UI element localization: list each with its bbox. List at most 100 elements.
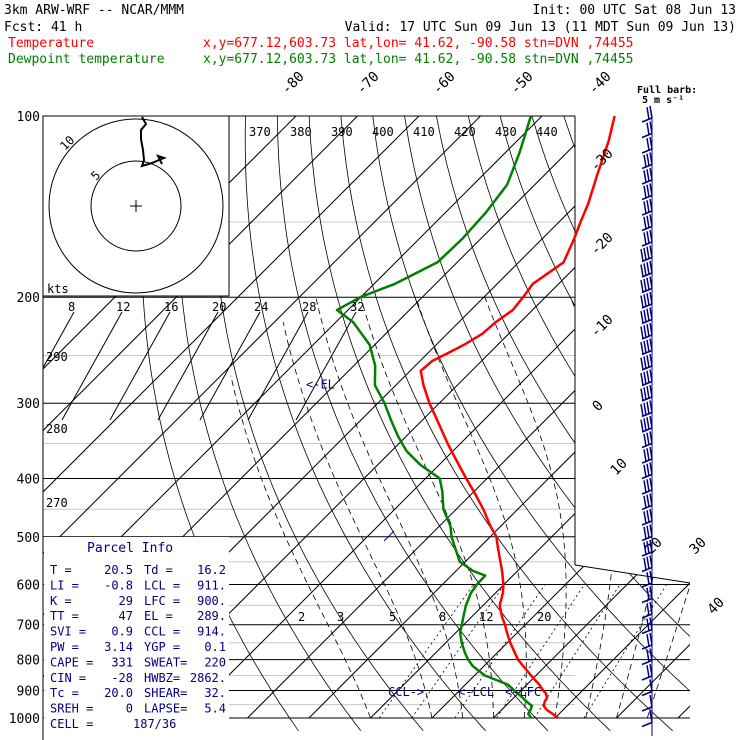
dewpoint-line (335, 115, 534, 719)
wind-barb-flag (640, 248, 644, 262)
dry-adiabat (436, 116, 690, 732)
parcel-label: PW = (50, 640, 79, 654)
wind-barb-flag (646, 231, 650, 244)
speed-scale-line (199, 311, 261, 421)
theta-left-label: 270 (46, 496, 68, 510)
wind-barb-flag (646, 324, 650, 337)
wind-barb-staff (641, 721, 653, 728)
wind-barb-flag (646, 262, 650, 275)
parcel-label: Td = (144, 563, 173, 577)
theta-left-label: 290 (46, 350, 68, 364)
wind-barb-staff (641, 442, 653, 449)
wind-barb-flag (643, 247, 647, 261)
parcel-value: 0.1 (204, 640, 226, 654)
wind-barb-staff (641, 194, 653, 201)
theta-label: 400 (372, 125, 394, 139)
parcel-label: K = (50, 594, 72, 608)
parcel-value: 2862. (190, 671, 226, 685)
temperature-line (419, 115, 616, 719)
isotherm-label: 10 (608, 456, 631, 479)
wind-barb-flag (646, 572, 650, 585)
speed-scale-label: 28 (302, 300, 316, 314)
wind-barb-flag (646, 355, 650, 368)
parcel-label: LCL = (144, 578, 180, 592)
wind-barb-flag (643, 449, 647, 462)
wind-barb-flag (646, 448, 650, 461)
parcel-label: HWBZ= (144, 671, 180, 685)
dry-adiabat (308, 116, 611, 732)
mixing-ratio-label: 5 (389, 610, 396, 624)
parcel-value: 187/36 (133, 717, 176, 731)
pressure-tick-label: 1000 (9, 712, 40, 727)
parcel-label: SHEAR= (144, 686, 187, 700)
isotherm-line (43, 116, 543, 719)
header-init: Init: 00 UTC Sat 08 Jun 13 (533, 3, 737, 18)
parcel-value: 0 (126, 702, 133, 716)
wind-barb-staff (641, 148, 653, 154)
sounding-curves: <-EL CCL-> <-LCL <-LFC (306, 115, 616, 719)
wind-barb-staff (641, 132, 653, 139)
wind-barb-flag (643, 387, 647, 400)
wind-barb-flag (643, 542, 647, 555)
theta-label: 380 (290, 125, 312, 139)
wind-barb-flag (643, 480, 647, 493)
wind-barb-flag (646, 649, 650, 662)
parcel-label: TT = (50, 609, 79, 623)
parcel-value: 331 (111, 655, 133, 669)
dry-adiabat (244, 116, 486, 732)
pressure-tick-label: 500 (17, 531, 40, 546)
parcel-value: 16.2 (197, 563, 226, 577)
hodograph-trace (140, 116, 167, 168)
parcel-label: T = (50, 563, 72, 577)
isotherm-label: -20 (588, 230, 617, 259)
isotherm-line (185, 116, 690, 719)
parcel-info-panel: Parcel Info T = 20.5 Td = 16.2 LI = -0.8 LCL = 9… (44, 537, 229, 737)
wind-barb-flag (643, 340, 647, 354)
wind-barb-flag (640, 357, 644, 370)
wind-barb-flag (646, 122, 650, 135)
parcel-label: LFC = (144, 594, 180, 608)
moist-adiabat (230, 375, 371, 719)
wind-barb-flag (646, 386, 650, 399)
wind-barb-staff (641, 582, 653, 588)
isotherm-line (247, 116, 690, 719)
parcel-label: EL = (144, 609, 173, 623)
wind-barb-flag (640, 341, 644, 355)
mixing-ratio-line (411, 584, 505, 719)
dry-adiabat (723, 116, 740, 731)
parcel-value: 220 (204, 655, 226, 669)
speed-scale-label: 16 (164, 300, 178, 314)
isotherm-label: 30 (687, 535, 710, 558)
legend-temperature-label: Temperature (8, 36, 94, 51)
level-marker-lcl: <-LCL (458, 685, 494, 699)
parcel-label: CELL = (50, 717, 93, 731)
parcel-label: YGP = (144, 640, 180, 654)
wind-barb-flag (646, 494, 650, 507)
moist-adiabat (360, 297, 494, 719)
speed-scale-line (43, 311, 75, 421)
dry-adiabat (372, 116, 690, 732)
speed-scale-line (61, 311, 123, 421)
header-model: 3km ARW-WRF -- NCAR/MMM (4, 3, 184, 18)
legend-dewpoint-label: Dewpoint temperature (8, 52, 165, 67)
parcel-info-title: Parcel Info (87, 541, 173, 556)
wind-barb-flag (643, 464, 647, 478)
wind-barb-staff (641, 659, 653, 666)
mixing-ratio-label: 3 (337, 610, 344, 624)
barb-legend-unit: 5 m s⁻¹ (642, 95, 684, 106)
wind-barb-flag (646, 184, 650, 197)
parcel-value: 0.9 (111, 625, 133, 639)
wind-barb-flag (640, 419, 644, 432)
isotherm-line (43, 116, 420, 719)
isotherm-label: -80 (279, 69, 308, 98)
wind-barb-staff (641, 613, 653, 619)
isotherm-line (616, 116, 690, 719)
wind-barb-staff (641, 644, 653, 650)
wind-barb-flag (643, 154, 647, 168)
mixing-ratio-line (378, 584, 474, 719)
wind-barb-flag (646, 525, 650, 538)
isotherm-label: -50 (508, 69, 537, 98)
speed-scale-line (157, 311, 219, 421)
wind-barb-flag (646, 293, 650, 306)
